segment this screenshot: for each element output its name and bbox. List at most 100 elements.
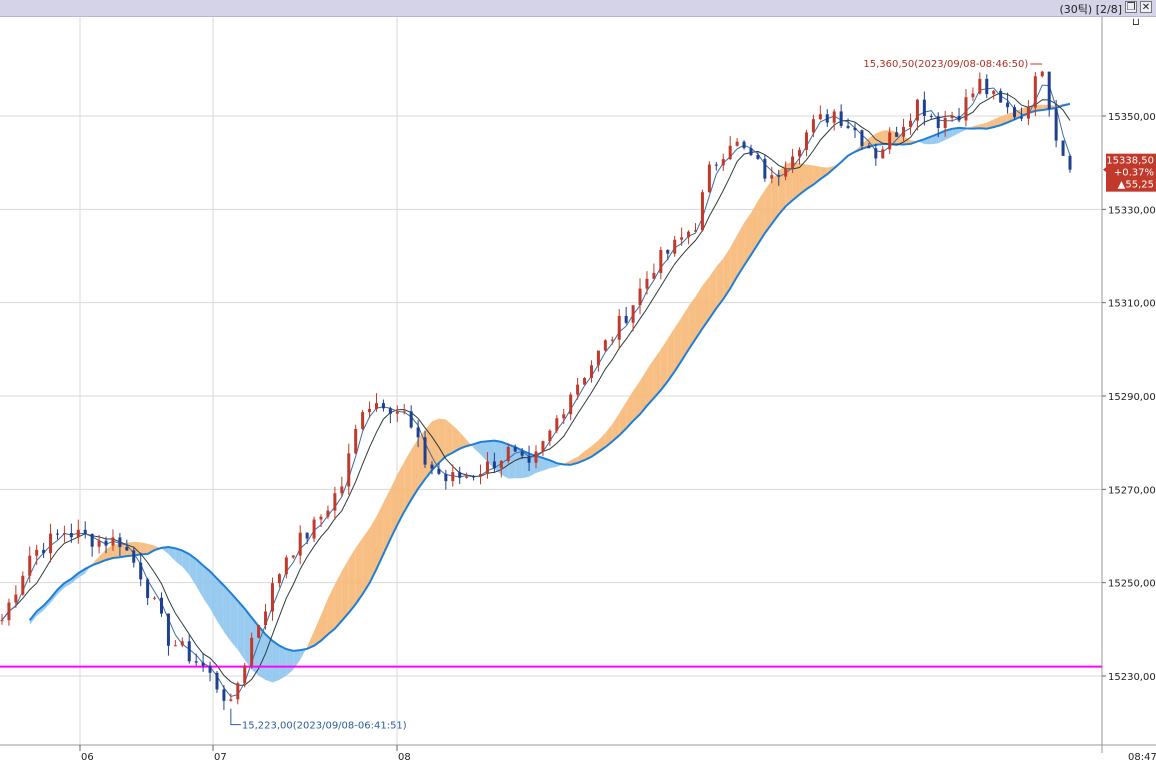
chart-annotations: 15,360,50(2023/09/08-08:46:50) 15,223,00(… (230, 59, 1156, 732)
candle-body (832, 111, 836, 123)
candle-body (347, 453, 351, 487)
candle-body (354, 428, 358, 454)
candle-body (76, 529, 80, 538)
restore-icon[interactable]: ❐ (1125, 1, 1137, 13)
candle-body (680, 237, 684, 240)
cloud-segment (223, 585, 231, 642)
cloud-segment (397, 461, 405, 525)
split-icon[interactable]: ⊔ (1132, 17, 1140, 28)
candle-body (229, 699, 233, 701)
y-tick-label: 15270,00 (1108, 485, 1156, 496)
candle-body (465, 476, 469, 478)
cloud-segment (979, 122, 987, 129)
candle-body (104, 540, 108, 546)
candle-body (173, 645, 177, 647)
y-tick-label: 15310,00 (1108, 299, 1156, 310)
candle-body (243, 665, 247, 684)
cloud-segment (237, 600, 245, 660)
cloud-segment (674, 317, 682, 372)
cloud-segment (924, 136, 932, 145)
cloud-segment (189, 554, 197, 587)
candle-body (631, 305, 635, 323)
y-tick-label: 15230,00 (1108, 672, 1156, 683)
candle-body (55, 533, 59, 535)
candle-body (118, 537, 122, 548)
cloud-segment (785, 162, 793, 207)
cloud-segment (112, 543, 120, 558)
candle-body (28, 555, 32, 576)
candle-body (479, 474, 483, 477)
candle-body (430, 464, 434, 469)
low-price-label: 15,223,00(2023/09/08-06:41:51) (242, 721, 407, 732)
cloud-segment (757, 190, 765, 245)
candles (0, 70, 1072, 710)
candle-body (576, 384, 580, 395)
cloud-segment (480, 441, 488, 462)
x-time-label: 08:47 (1128, 752, 1156, 763)
close-icon[interactable]: ✕ (1140, 1, 1152, 13)
candle-body (7, 602, 11, 621)
candle-body (978, 78, 982, 94)
cloud-segment (348, 547, 356, 613)
cloud-segment (536, 455, 543, 473)
cloud-segment (196, 559, 204, 599)
cloud-segment (799, 163, 807, 195)
cloud-segment (279, 645, 287, 680)
candle-body (791, 156, 795, 169)
cloud-segment (106, 544, 113, 560)
cloud-segment (820, 166, 828, 180)
window-title-bar: (30틱) [2/8] ❐ ✕ (0, 0, 1156, 17)
candle-body (90, 533, 94, 547)
candle-body (291, 555, 295, 558)
current-change-pct: +0.37% (1114, 168, 1154, 179)
current-price-value: 15338,50 (1106, 156, 1154, 167)
candle-body (270, 583, 274, 612)
candle-body (180, 641, 184, 646)
chart-grid (0, 17, 1156, 753)
cloud-segment (487, 440, 495, 470)
candle-body (326, 510, 330, 517)
candle-body (14, 594, 18, 603)
candle-body (499, 460, 503, 469)
cloud-segment (806, 164, 814, 190)
candle-body (0, 620, 4, 622)
candle-body (798, 149, 802, 157)
cloud-segment (251, 617, 259, 676)
candle-body (895, 132, 899, 137)
cloud-segment (875, 130, 883, 145)
cloud-segment (993, 116, 1001, 128)
candle-body (257, 625, 261, 638)
cloud-segment (626, 390, 634, 429)
x-tick-label: 08 (398, 752, 411, 763)
candle-body (999, 90, 1003, 103)
candle-body (187, 641, 191, 662)
cloud-segment (750, 200, 758, 255)
cloud-segment (737, 222, 745, 277)
cloud-segment (494, 440, 502, 475)
candle-body (1054, 108, 1058, 141)
candle-body (250, 637, 254, 666)
plot-area (0, 17, 1102, 745)
candle-body (902, 126, 906, 137)
y-tick-label: 15290,00 (1108, 392, 1156, 403)
cloud-segment (882, 130, 890, 145)
candle-body (811, 119, 815, 133)
cloud-segment (792, 162, 800, 201)
cloud-segment (855, 143, 862, 152)
candle-body (867, 145, 871, 149)
cloud-segment (293, 650, 301, 670)
candle-body (222, 689, 226, 701)
candle-body (97, 540, 101, 547)
candle-body (728, 145, 732, 160)
candle-body (166, 613, 170, 646)
candle-body (853, 127, 857, 131)
cloud-segment (716, 258, 724, 309)
candle-body (534, 451, 538, 463)
cloud-segment (529, 453, 536, 477)
y-tick-label: 15330,00 (1108, 205, 1156, 216)
candle-body (35, 549, 39, 556)
candle-body (617, 315, 621, 340)
cloud-segment (147, 543, 155, 554)
cloud-segment (452, 425, 460, 453)
candle-body (409, 411, 413, 428)
